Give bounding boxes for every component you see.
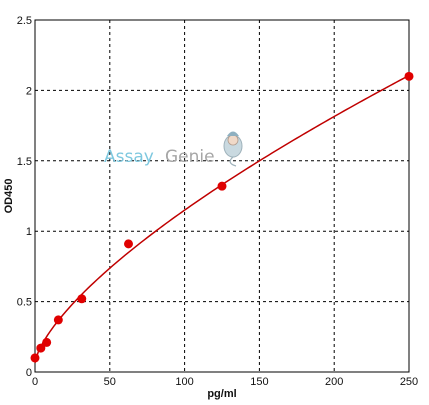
y-tick-label-5: 2.5: [17, 15, 32, 27]
y-axis-ticks: 0 0.5 1 1.5 2 2.5: [17, 15, 32, 379]
y-tick-label-1: 0.5: [17, 297, 32, 309]
x-tick-label-3: 150: [250, 376, 268, 388]
x-tick-label-5: 250: [400, 376, 418, 388]
data-point-0: [30, 353, 40, 363]
data-point-1: [36, 343, 46, 353]
data-points: [30, 71, 414, 363]
data-point-6: [217, 181, 227, 191]
data-point-2: [42, 337, 52, 347]
data-point-3: [53, 315, 63, 325]
y-tick-label-2: 1: [26, 226, 32, 238]
data-point-4: [77, 294, 87, 304]
watermark-assay-text: Assay: [104, 147, 154, 167]
watermark-genie-text: Genie: [165, 147, 215, 167]
y-tick-label-0: 0: [26, 367, 32, 379]
data-point-7: [404, 71, 414, 81]
x-tick-label-2: 100: [175, 376, 193, 388]
x-axis-label: pg/ml: [207, 388, 236, 400]
x-tick-label-4: 200: [325, 376, 343, 388]
x-axis-ticks: 0 50 100 150 200 250: [32, 376, 418, 388]
assaygenie-watermark: Assay Genie: [104, 131, 243, 167]
genie-logo-icon: [223, 131, 243, 167]
x-tick-label-0: 0: [32, 376, 38, 388]
y-tick-label-4: 2: [26, 85, 32, 97]
y-tick-label-3: 1.5: [17, 156, 32, 168]
plot-frame: [34, 19, 410, 373]
grid: [35, 20, 409, 372]
fit-curve: [34, 74, 410, 364]
x-tick-label-1: 50: [104, 376, 116, 388]
y-axis-label: OD450: [3, 179, 15, 214]
data-point-5: [124, 239, 133, 249]
